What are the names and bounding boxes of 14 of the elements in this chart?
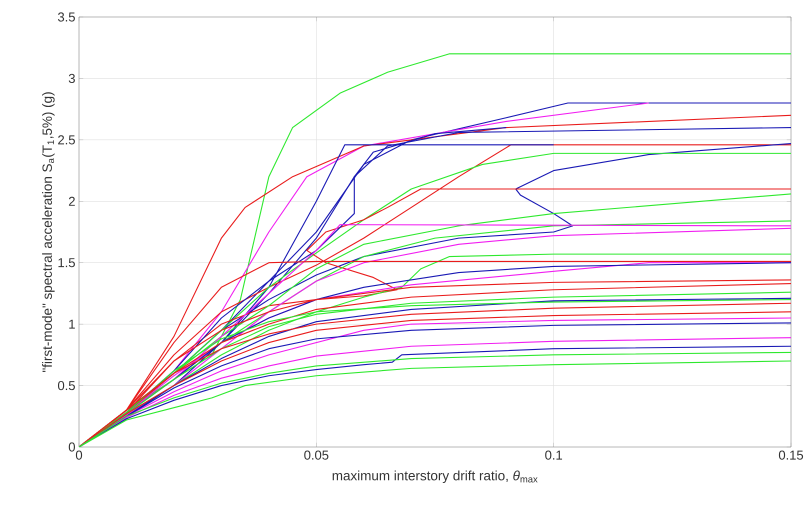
y-tick-label: 0.5	[58, 380, 75, 390]
y-tick-label: 3	[68, 74, 75, 84]
y-tick-label: 3.5	[58, 12, 75, 22]
y-tick-label: 2	[68, 196, 75, 206]
y-tick-label: 0	[68, 442, 75, 452]
x-tick-label: 0.05	[304, 450, 328, 460]
y-tick-label: 2.5	[58, 135, 75, 144]
y-tick-label: 1	[69, 320, 75, 329]
y-axis-title: "first-mode" spectral acceleration S$_{a}$(T$_{1}$,5%) (g)	[42, 92, 55, 372]
x-tick-label: 0.15	[778, 450, 804, 460]
y-tick-label: 1.5	[58, 258, 75, 268]
x-tick-label: 0	[76, 450, 82, 460]
x-tick-label: 0.1	[545, 450, 562, 460]
x-axis-title: maximum interstory drift ratio, θ$_{max}$	[332, 470, 538, 484]
